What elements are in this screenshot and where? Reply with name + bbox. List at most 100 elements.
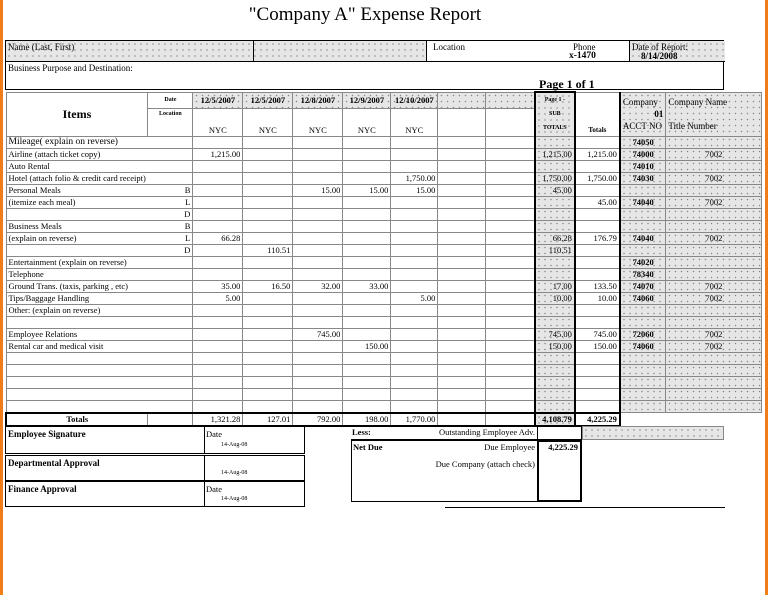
amount-cell[interactable] (292, 387, 344, 401)
acct-no-cell[interactable]: 74000 (618, 147, 667, 161)
amount-cell[interactable] (292, 315, 344, 329)
amount-cell[interactable] (342, 231, 392, 245)
amount-cell[interactable] (485, 315, 536, 329)
amount-cell[interactable] (242, 231, 294, 245)
amount-cell[interactable] (485, 231, 536, 245)
acct-no-cell[interactable]: 72060 (618, 327, 667, 341)
outstanding-value[interactable] (537, 426, 582, 440)
amount-cell[interactable] (437, 135, 487, 149)
amount-cell[interactable] (292, 219, 344, 233)
amount-cell[interactable]: 33.00 (342, 279, 392, 293)
amount-cell[interactable]: 150.00 (342, 339, 392, 353)
amount-cell[interactable] (192, 339, 244, 353)
amount-cell[interactable] (292, 147, 344, 161)
amount-cell[interactable] (485, 171, 536, 185)
amount-cell[interactable]: 66.28 (192, 231, 244, 245)
amount-cell[interactable] (485, 327, 536, 341)
acct-no-cell[interactable]: 74020 (618, 255, 667, 269)
amount-cell[interactable] (242, 159, 294, 173)
amount-cell[interactable] (485, 207, 536, 221)
title-number-cell[interactable] (665, 363, 763, 377)
amount-cell[interactable] (192, 183, 244, 197)
report-date-field[interactable] (629, 41, 725, 62)
title-number-cell[interactable] (665, 135, 763, 149)
title-number-cell[interactable]: 7002 (665, 231, 763, 245)
amount-cell[interactable] (437, 195, 487, 209)
finance-approval-box[interactable]: Finance Approval (5, 481, 205, 507)
amount-cell[interactable]: 16.50 (242, 279, 294, 293)
amount-cell[interactable] (292, 255, 344, 269)
amount-cell[interactable] (390, 327, 439, 341)
acct-no-cell[interactable]: 74050 (618, 135, 667, 149)
title-number-cell[interactable]: 7002 (665, 147, 763, 161)
amount-cell[interactable] (485, 279, 536, 293)
amount-cell[interactable] (390, 387, 439, 401)
title-number-cell[interactable]: 7002 (665, 279, 763, 293)
amount-cell[interactable] (437, 255, 487, 269)
amount-cell[interactable] (437, 183, 487, 197)
amount-cell[interactable] (390, 375, 439, 389)
amount-cell[interactable]: 15.00 (342, 183, 392, 197)
amount-cell[interactable] (242, 387, 294, 401)
amount-cell[interactable] (485, 147, 536, 161)
amount-cell[interactable] (390, 219, 439, 233)
location-col-1[interactable]: NYC (192, 107, 244, 137)
amount-cell[interactable] (390, 303, 439, 317)
employee-signature-box[interactable]: Employee Signature (5, 426, 205, 454)
amount-cell[interactable] (390, 231, 439, 245)
amount-cell[interactable] (292, 171, 344, 185)
amount-cell[interactable] (342, 207, 392, 221)
amount-cell[interactable] (192, 159, 244, 173)
amount-cell[interactable] (192, 327, 244, 341)
date-col-6[interactable] (437, 91, 487, 109)
amount-cell[interactable] (192, 219, 244, 233)
amount-cell[interactable] (192, 351, 244, 365)
amount-cell[interactable] (437, 267, 487, 281)
amount-cell[interactable] (242, 207, 294, 221)
amount-cell[interactable] (342, 243, 392, 257)
amount-cell[interactable] (242, 147, 294, 161)
amount-cell[interactable]: 15.00 (292, 183, 344, 197)
amount-cell[interactable] (342, 147, 392, 161)
amount-cell[interactable] (292, 291, 344, 305)
amount-cell[interactable] (437, 243, 487, 257)
amount-cell[interactable] (485, 219, 536, 233)
amount-cell[interactable] (192, 267, 244, 281)
acct-no-cell[interactable] (618, 363, 667, 377)
amount-cell[interactable] (192, 375, 244, 389)
amount-cell[interactable] (485, 195, 536, 209)
amount-cell[interactable] (292, 363, 344, 377)
amount-cell[interactable] (437, 279, 487, 293)
amount-cell[interactable] (242, 171, 294, 185)
amount-cell[interactable] (390, 267, 439, 281)
amount-cell[interactable] (242, 363, 294, 377)
amount-cell[interactable] (437, 327, 487, 341)
amount-cell[interactable] (390, 135, 439, 149)
amount-cell[interactable] (192, 303, 244, 317)
footer-shaded-field[interactable] (582, 426, 724, 440)
date-col-4[interactable]: 12/9/2007 (342, 91, 392, 109)
title-number-cell[interactable] (665, 315, 763, 329)
amount-cell[interactable] (485, 159, 536, 173)
title-number-cell[interactable]: 7002 (665, 171, 763, 185)
amount-cell[interactable] (390, 243, 439, 257)
title-number-cell[interactable] (665, 303, 763, 317)
amount-cell[interactable] (192, 207, 244, 221)
location-col-3[interactable]: NYC (292, 107, 344, 137)
amount-cell[interactable] (292, 399, 344, 413)
amount-cell[interactable] (437, 315, 487, 329)
acct-no-cell[interactable]: 74060 (618, 291, 667, 305)
amount-cell[interactable] (390, 399, 439, 413)
amount-cell[interactable] (342, 195, 392, 209)
acct-no-cell[interactable] (618, 183, 667, 197)
title-number-cell[interactable] (665, 255, 763, 269)
amount-cell[interactable] (437, 219, 487, 233)
amount-cell[interactable] (485, 183, 536, 197)
amount-cell[interactable] (342, 363, 392, 377)
amount-cell[interactable] (390, 363, 439, 377)
amount-cell[interactable] (390, 351, 439, 365)
amount-cell[interactable] (342, 219, 392, 233)
amount-cell[interactable] (192, 171, 244, 185)
amount-cell[interactable] (342, 315, 392, 329)
amount-cell[interactable] (485, 303, 536, 317)
